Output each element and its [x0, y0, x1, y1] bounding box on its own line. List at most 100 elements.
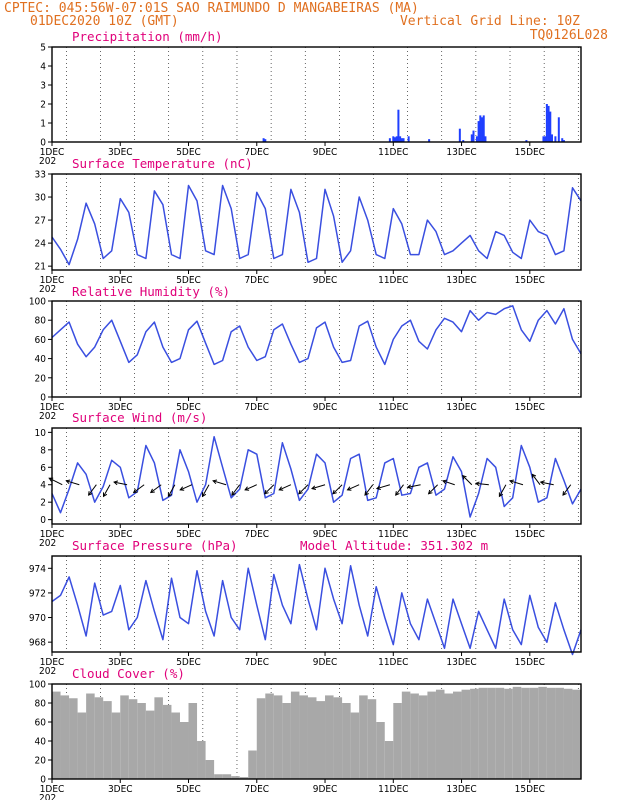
precip-bar: [407, 136, 410, 142]
wind-vector-arrow: [407, 484, 421, 488]
cloud-cover-bar: [231, 776, 240, 779]
temp-x-tick-label: 13DEC: [446, 275, 476, 286]
wind-vector-arrow: [150, 484, 162, 493]
cloud-cover-bar: [401, 691, 411, 779]
precip-bar: [554, 136, 557, 142]
precip-title: Precipitation (mm/h): [72, 29, 223, 44]
precip-panel-frame: [51, 46, 582, 143]
wind-vector-arrowhead: [231, 491, 236, 496]
rh-y-tick-label: 100: [29, 297, 46, 308]
precip-bar: [392, 136, 395, 142]
rh-x-tick-label: 13DEC: [446, 402, 476, 413]
wind-vector-arrow: [279, 484, 292, 491]
cloud-cover-bar: [316, 701, 326, 779]
precip-bar: [525, 140, 528, 142]
rh-x-year-fragment: 202: [39, 411, 56, 422]
precip-bar: [399, 136, 402, 142]
cloud-cover-bar: [521, 687, 530, 779]
temp-y-tick-label: 27: [35, 216, 46, 227]
cloud-cover-bar: [273, 695, 283, 779]
wind-vector-arrow: [180, 484, 193, 491]
wind-vector-arrowhead: [562, 491, 567, 496]
precip-bar: [549, 111, 552, 142]
pres-x-tick-label: 15DEC: [515, 657, 545, 668]
cloud-cover-bar: [478, 687, 488, 779]
wind-x-tick-label: 5DEC: [176, 529, 201, 540]
wind-vector-arrowhead: [406, 484, 412, 489]
cloud-cover-bar: [94, 697, 104, 779]
cloud-cover-bar: [111, 712, 121, 779]
wind-x-tick-label: 7DEC: [244, 529, 269, 540]
cloud-x-tick-label: 7DEC: [244, 784, 269, 795]
wind-vector-arrowhead: [442, 479, 448, 485]
wind-x-tick-label: 1DEC: [40, 529, 65, 540]
cloud-x-tick-label: 5DEC: [176, 784, 201, 795]
cloud-cover-bar: [529, 687, 539, 779]
cloud-cover-bar: [453, 691, 462, 779]
cloud-cover-bar: [265, 693, 274, 779]
wind-vector-arrowhead: [179, 486, 185, 491]
pres-y-tick-label: 970: [29, 613, 46, 624]
precip-bar: [462, 140, 465, 142]
precip-y-tick-label: 5: [40, 43, 46, 54]
wind-vector-arrowhead: [539, 480, 545, 486]
precip-bar: [458, 128, 461, 142]
wind-x-tick-label: 15DEC: [515, 529, 545, 540]
cloud-x-tick-label: 15DEC: [515, 784, 545, 795]
precip-y-tick-label: 0: [40, 138, 46, 149]
cloud-y-tick-label: 60: [35, 718, 47, 729]
wind-x-tick-label: 11DEC: [378, 529, 408, 540]
wind-vector-arrow: [113, 481, 128, 486]
cloud-cover-bar: [188, 703, 198, 779]
wind-vector-arrowhead: [244, 486, 250, 491]
precip-bar: [388, 138, 391, 142]
wind-vector-arrow: [212, 480, 227, 486]
pres-x-tick-label: 13DEC: [446, 657, 476, 668]
wind-vector-arrow: [364, 484, 374, 496]
rh-y-tick-label: 80: [35, 316, 47, 327]
temp-x-tick-label: 9DEC: [313, 275, 338, 286]
precip-x-tick-label: 5DEC: [176, 147, 201, 158]
wind-vector-arrow: [244, 484, 257, 491]
precip-x-tick-label: 1DEC: [40, 147, 65, 158]
wind-vector-arrow: [66, 480, 80, 486]
wind-vector-arrow: [498, 484, 507, 497]
cloud-cover-bar: [86, 693, 95, 779]
wind-vector-arrow: [311, 484, 326, 490]
wind-vector-arrow: [475, 482, 489, 486]
cloud-y-tick-label: 0: [40, 775, 46, 786]
rh-x-tick-label: 1DEC: [40, 402, 65, 413]
wind-vector-arrow: [442, 480, 455, 486]
precip-bar: [542, 136, 545, 142]
wind-y-tick-label: 0: [40, 515, 46, 526]
wind-vector-arrow: [133, 484, 145, 493]
cloud-cover-bar: [69, 698, 78, 779]
cloud-cover-bar: [162, 704, 172, 779]
precip-bar: [262, 138, 265, 142]
cloud-cover-bar: [538, 686, 547, 779]
header-date: 01DEC2020 10Z (GMT): [30, 14, 179, 29]
wind-vector-arrow: [562, 484, 572, 496]
wind-vector-arrowhead: [346, 486, 352, 491]
rh-x-tick-label: 15DEC: [515, 402, 545, 413]
cloud-cover-bar: [77, 712, 87, 779]
cloud-title: Cloud Cover (%): [72, 666, 185, 681]
wind-panel-frame: [51, 427, 582, 525]
precip-bar: [477, 121, 480, 142]
precip-bar: [484, 136, 487, 142]
cloud-cover-bar: [128, 699, 138, 779]
precip-x-tick-label: 11DEC: [378, 147, 408, 158]
wind-vector-arrow: [202, 484, 210, 497]
cloud-cover-bar: [359, 695, 368, 779]
rh-x-tick-label: 5DEC: [176, 402, 201, 413]
cloud-panel-frame: [51, 683, 582, 780]
pres-y-tick-label: 968: [29, 638, 46, 649]
wind-vector-arrowhead: [298, 489, 303, 495]
wind-y-tick-label: 10: [35, 428, 47, 439]
precip-bar: [402, 138, 405, 142]
rh-x-tick-label: 11DEC: [378, 402, 408, 413]
cloud-cover-bar: [572, 689, 581, 779]
wind-vector-arrow: [395, 484, 404, 496]
precip-x-tick-label: 3DEC: [108, 147, 133, 158]
cloud-x-tick-label: 9DEC: [313, 784, 338, 795]
